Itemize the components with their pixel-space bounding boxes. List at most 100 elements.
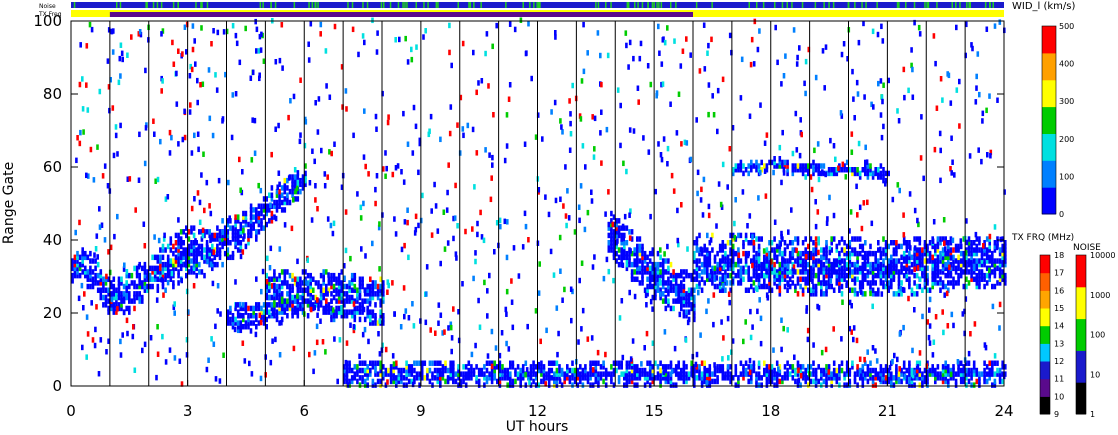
echo-cell: [607, 221, 611, 228]
echo-cell: [120, 302, 123, 308]
noise-accent-mark: [781, 2, 784, 8]
echo-cell: [913, 245, 917, 251]
echo-cell: [786, 272, 789, 279]
echo-cell: [283, 222, 287, 228]
echo-cell: [783, 283, 787, 290]
echo-cell: [874, 261, 877, 268]
echo-cell: [975, 243, 979, 250]
echo-cell: [257, 203, 261, 209]
echo-cell: [550, 367, 554, 374]
echo-cell: [91, 280, 95, 286]
echo-cell: [161, 243, 165, 250]
echo-cell: [681, 48, 685, 54]
echo-cell: [809, 276, 813, 282]
echo-cell: [412, 104, 416, 111]
echo-cell: [718, 287, 722, 293]
noise-accent-mark: [610, 2, 612, 8]
echo-cell: [812, 240, 815, 246]
echo-cell: [247, 240, 250, 246]
echo-cell: [770, 269, 774, 275]
echo-cell: [657, 23, 660, 30]
echo-cell: [848, 272, 852, 279]
echo-cell: [897, 118, 901, 124]
echo-cell: [393, 216, 396, 222]
echo-cell: [126, 330, 129, 337]
echo-cell: [956, 359, 960, 365]
noise-accent-mark: [626, 2, 629, 8]
echo-cell: [949, 255, 953, 261]
echo-cell: [837, 165, 840, 171]
noise-bar-accents: [73, 2, 994, 8]
echo-cell: [71, 272, 74, 279]
echo-cell: [280, 294, 284, 301]
echo-cell: [625, 360, 629, 366]
echo-cell: [236, 240, 240, 246]
echo-cell: [93, 342, 97, 349]
echo-cell: [645, 302, 648, 308]
echo-cell: [664, 364, 668, 370]
echo-cell: [792, 264, 796, 270]
echo-cell: [623, 247, 626, 253]
echo-cell: [902, 212, 905, 218]
echo-cell: [706, 371, 709, 377]
echo-cell: [286, 298, 289, 304]
noise-accent-mark: [924, 2, 926, 8]
echo-cell: [791, 375, 795, 381]
echo-cell: [234, 91, 238, 97]
echo-cell: [348, 283, 351, 290]
echo-cell: [253, 150, 257, 156]
echo-cell: [905, 268, 908, 275]
echo-cell: [970, 272, 973, 279]
echo-cell: [838, 250, 841, 257]
echo-cell: [682, 298, 686, 304]
echo-cell: [874, 167, 877, 173]
echo-cell: [944, 246, 947, 252]
echo-cell: [255, 324, 258, 330]
echo-cell: [923, 269, 927, 275]
echo-cell: [1001, 276, 1004, 282]
echo-cell: [663, 329, 667, 335]
echo-cell: [721, 243, 725, 250]
echo-cell: [783, 159, 787, 166]
echo-cell: [648, 371, 652, 377]
echo-cell: [280, 185, 284, 191]
echo-cell: [941, 378, 945, 385]
echo-cell: [371, 364, 375, 370]
echo-cell: [288, 291, 292, 297]
echo-cell: [348, 280, 351, 286]
echo-cell: [251, 117, 254, 123]
echo-cell: [778, 261, 782, 268]
echo-cell: [251, 69, 255, 76]
echo-cell: [405, 364, 408, 370]
echo-cell: [646, 371, 649, 377]
echo-cell: [941, 250, 945, 257]
echo-cell: [760, 269, 763, 275]
echo-cell: [239, 327, 243, 334]
echo-cell: [664, 298, 668, 304]
echo-cell: [672, 287, 675, 293]
echo-cell: [255, 210, 258, 217]
echo-cell: [234, 243, 237, 250]
echo-cell: [897, 276, 901, 282]
echo-cell: [322, 276, 325, 282]
echo-cell: [112, 302, 116, 308]
echo-cell: [641, 247, 644, 253]
echo-cell: [760, 272, 763, 279]
echo-cell: [216, 283, 220, 289]
echo-cell: [426, 371, 429, 377]
echo-cell: [731, 375, 735, 381]
echo-cell: [669, 364, 673, 370]
echo-cell: [498, 217, 502, 224]
echo-cell: [870, 220, 874, 227]
echo-cell: [164, 276, 167, 282]
echo-cell: [325, 291, 328, 297]
echo-cell: [721, 161, 725, 168]
echo-cell: [374, 367, 377, 374]
echo-cell: [848, 287, 852, 293]
echo-cell: [422, 34, 425, 40]
echo-cell: [143, 341, 147, 348]
echo-cell: [864, 144, 867, 151]
echo-cell: [936, 247, 940, 253]
echo-cell: [947, 382, 950, 388]
echo-cell: [198, 250, 201, 257]
